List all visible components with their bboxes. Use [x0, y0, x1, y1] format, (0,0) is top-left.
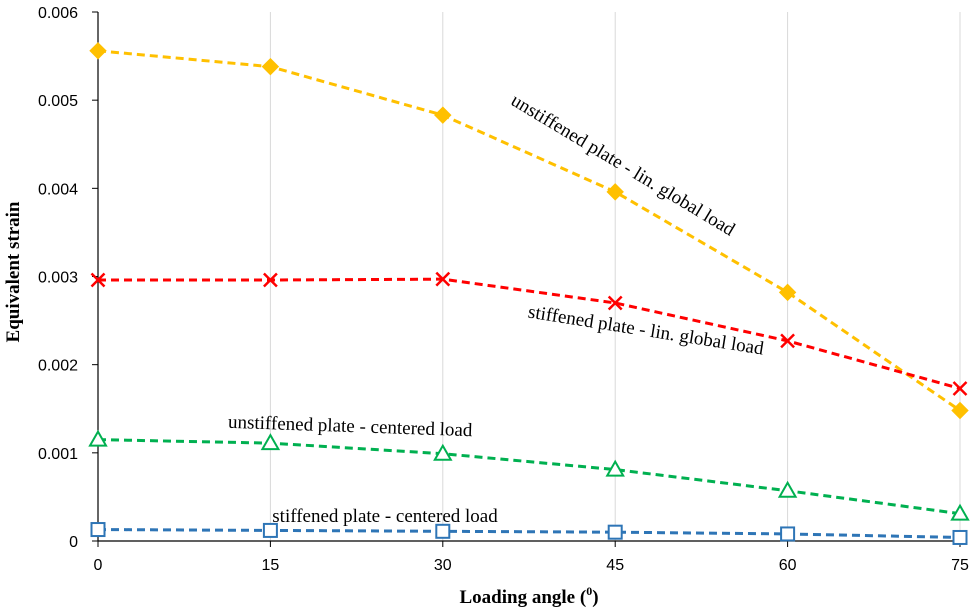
y-tick-label: 0.002 — [38, 358, 78, 375]
x-tick-label: 30 — [434, 557, 452, 574]
data-point-triangle — [88, 429, 108, 447]
data-point-square — [435, 523, 451, 539]
x-tick-label: 60 — [779, 557, 797, 574]
x-tick-label: 45 — [606, 557, 624, 574]
data-point-square — [952, 529, 968, 545]
data-point-x — [90, 272, 106, 288]
tick-labels: 0 0.001 0.002 0.003 0.004 0.005 0.006 0 15 30 45 60… — [38, 5, 969, 574]
y-tick-label: 0.004 — [38, 181, 78, 198]
y-tick-label: 0.001 — [38, 446, 78, 463]
axes — [92, 11, 961, 547]
x-tick-label: 75 — [951, 557, 969, 574]
data-point-square — [607, 524, 623, 540]
data-point-diamond — [261, 57, 280, 76]
data-point-x — [607, 295, 623, 311]
data-point-triangle — [605, 459, 625, 477]
data-point-diamond — [606, 183, 624, 201]
x-axis-title: Loading angle (0) — [459, 584, 598, 608]
series-line — [97, 438, 961, 516]
series-label: stiffened plate - centered load — [272, 506, 498, 527]
data-point-x-stroke — [90, 272, 106, 288]
data-point-x-stroke — [952, 381, 968, 396]
data-point-x-stroke — [607, 295, 623, 311]
data-point-x-stroke — [780, 333, 795, 349]
data-point-diamond — [89, 42, 107, 60]
series-group — [88, 42, 970, 545]
series-line — [97, 528, 961, 539]
y-axis-title: Equivalent strain — [3, 201, 24, 342]
data-point-x — [435, 271, 451, 287]
series-label: unstiffened plate - centered load — [228, 412, 474, 442]
y-tick-label: 0.006 — [38, 5, 78, 22]
series-label: unstiffened plate - lin. global load — [507, 90, 739, 241]
data-point-diamond — [778, 283, 797, 302]
data-point-diamond — [434, 106, 452, 124]
data-point-triangle — [777, 480, 798, 498]
data-point-x — [952, 381, 968, 396]
x-tick-label: 0 — [94, 557, 103, 574]
series-line — [98, 277, 961, 390]
data-point-square — [780, 526, 796, 542]
y-tick-label: 0.005 — [38, 93, 78, 110]
data-point-x — [263, 272, 278, 288]
x-tick-label: 15 — [262, 557, 280, 574]
data-point-triangle — [433, 443, 453, 461]
data-point-x-stroke — [263, 272, 278, 288]
series-labels: unstiffened plate - lin. global load stif… — [228, 90, 766, 527]
data-point-x-stroke — [435, 271, 451, 287]
data-point-x — [780, 333, 795, 349]
data-point-triangle — [260, 433, 281, 451]
y-tick-label: 0.003 — [38, 270, 78, 287]
data-point-diamond — [951, 401, 969, 420]
y-tick-label: 0 — [69, 534, 78, 551]
data-point-triangle — [950, 503, 970, 521]
data-point-square — [262, 522, 278, 538]
series-line — [97, 49, 961, 412]
data-point-square — [90, 522, 106, 538]
